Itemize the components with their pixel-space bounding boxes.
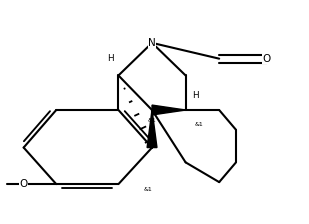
Text: &1: &1 xyxy=(148,118,157,123)
Polygon shape xyxy=(147,110,157,148)
Text: O: O xyxy=(19,179,28,189)
Text: O: O xyxy=(262,54,271,64)
Text: N: N xyxy=(148,38,156,48)
Text: &1: &1 xyxy=(144,187,152,192)
Text: H: H xyxy=(192,91,199,100)
Polygon shape xyxy=(152,105,186,115)
Text: &1: &1 xyxy=(194,122,203,127)
Text: H: H xyxy=(107,54,114,63)
